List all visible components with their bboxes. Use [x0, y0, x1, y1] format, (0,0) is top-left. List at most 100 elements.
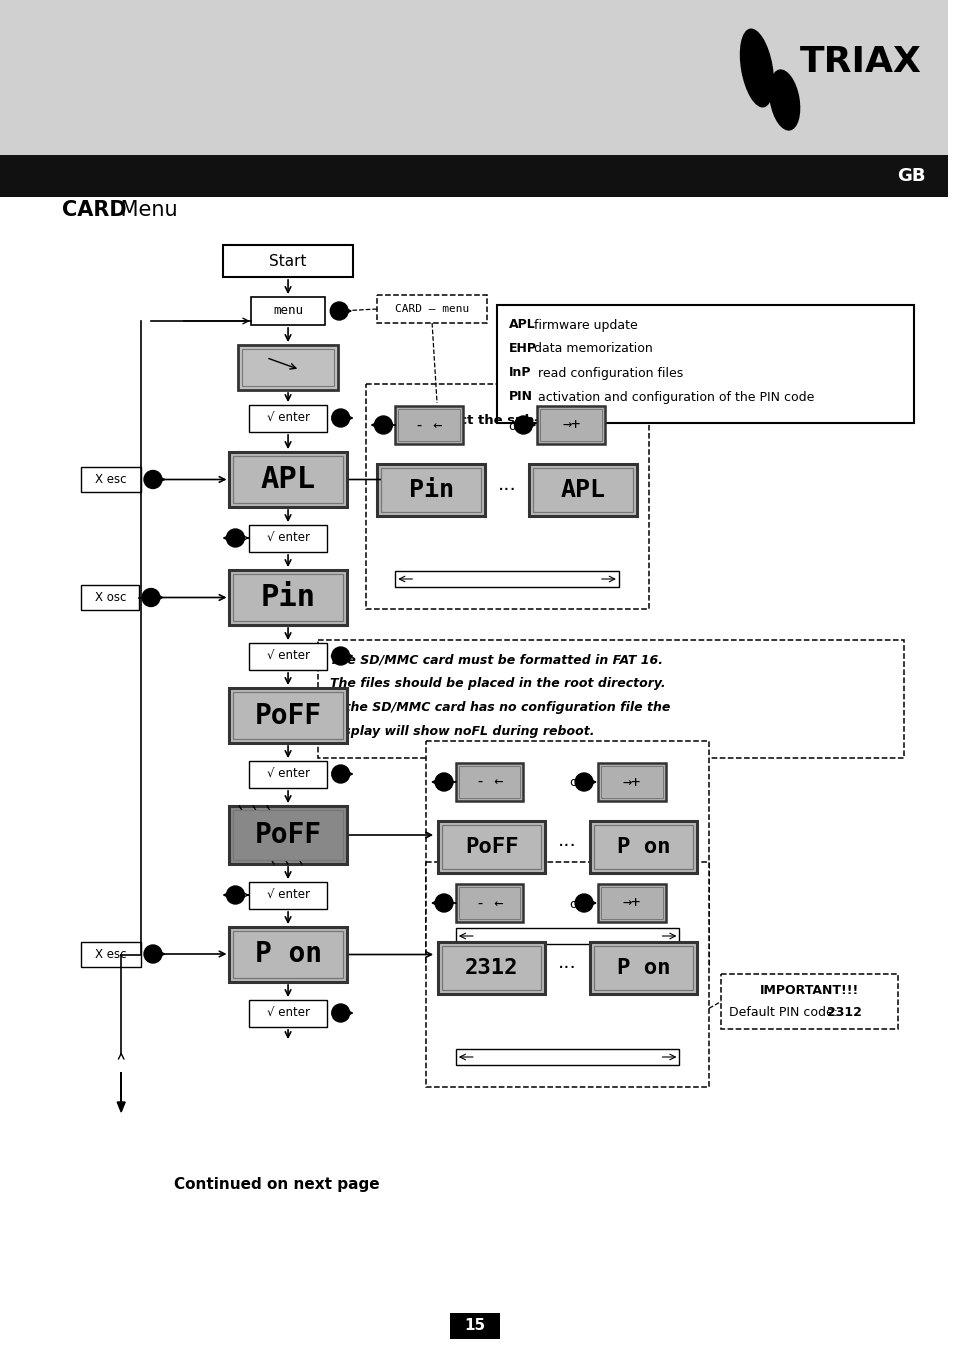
Text: P on: P on — [617, 837, 670, 857]
Text: Pin: Pin — [408, 478, 453, 502]
Bar — [426, 741, 708, 967]
Text: CARD: CARD — [62, 200, 126, 220]
Text: ···: ··· — [558, 958, 577, 977]
Text: If the SD/MMC card has no configuration file the: If the SD/MMC card has no configuration … — [330, 702, 669, 714]
Polygon shape — [152, 949, 165, 958]
Polygon shape — [523, 420, 535, 431]
Ellipse shape — [768, 69, 800, 131]
Text: Continued on next page: Continued on next page — [173, 1177, 379, 1192]
Bar — [456, 927, 679, 944]
Text: →+: →+ — [622, 775, 640, 790]
Bar — [458, 887, 520, 919]
Text: ···: ··· — [497, 481, 516, 500]
Text: Start: Start — [269, 254, 307, 269]
Bar — [441, 825, 540, 869]
Text: √ enter: √ enter — [266, 412, 309, 425]
Bar — [381, 468, 480, 512]
Text: APL: APL — [560, 478, 605, 502]
Text: PoFF: PoFF — [254, 821, 321, 849]
Bar — [249, 882, 327, 909]
Text: The SD/MMC card must be formatted in FAT 16.: The SD/MMC card must be formatted in FAT… — [330, 653, 662, 667]
Bar — [223, 244, 353, 277]
Text: display will show noFL during reboot.: display will show noFL during reboot. — [330, 725, 594, 738]
Bar — [238, 346, 337, 390]
Bar — [249, 405, 327, 432]
Text: Select the sub-menu: Select the sub-menu — [427, 413, 581, 427]
Bar — [456, 763, 523, 801]
Circle shape — [575, 894, 593, 913]
Text: menu: menu — [273, 305, 303, 317]
Bar — [437, 821, 545, 873]
Bar — [233, 810, 342, 860]
Bar — [233, 931, 342, 977]
Bar — [398, 409, 459, 441]
Bar — [377, 296, 486, 323]
Bar — [0, 0, 946, 155]
Bar — [458, 765, 520, 798]
Text: PIN: PIN — [508, 390, 532, 404]
Text: √ enter: √ enter — [266, 649, 309, 663]
Bar — [81, 942, 141, 967]
Bar — [230, 452, 346, 508]
Polygon shape — [340, 769, 353, 779]
Circle shape — [435, 894, 453, 913]
Polygon shape — [583, 898, 596, 909]
Bar — [249, 1000, 327, 1027]
Bar — [456, 1049, 679, 1065]
Text: CARD – menu: CARD – menu — [395, 304, 469, 315]
Text: X esc: X esc — [95, 472, 127, 486]
Text: Pin: Pin — [260, 583, 315, 612]
FancyArrow shape — [117, 1072, 125, 1112]
Bar — [437, 942, 545, 994]
Bar — [395, 406, 462, 444]
Text: read configuration files: read configuration files — [530, 366, 683, 379]
Circle shape — [514, 416, 532, 433]
Text: P on: P on — [617, 958, 670, 977]
Text: →+: →+ — [561, 417, 579, 432]
Text: IMPORTANT!!!: IMPORTANT!!! — [760, 984, 859, 996]
Text: TRIAX: TRIAX — [799, 45, 921, 80]
Text: APL: APL — [260, 464, 315, 494]
Text: PoFF: PoFF — [464, 837, 517, 857]
Text: →+: →+ — [622, 895, 640, 910]
Bar — [230, 806, 346, 864]
Circle shape — [144, 945, 162, 963]
Text: APL: APL — [508, 319, 535, 332]
Circle shape — [226, 529, 244, 547]
Text: X osc: X osc — [94, 591, 126, 603]
Text: The files should be placed in the root directory.: The files should be placed in the root d… — [330, 678, 664, 690]
Text: firmware update: firmware update — [530, 319, 638, 332]
Bar — [441, 946, 540, 990]
Text: or: or — [508, 420, 521, 432]
Text: Default PIN code:: Default PIN code: — [728, 1006, 841, 1018]
Polygon shape — [223, 533, 235, 543]
Bar — [249, 525, 327, 552]
Circle shape — [144, 471, 162, 489]
Polygon shape — [340, 1008, 353, 1018]
Polygon shape — [432, 778, 443, 787]
Circle shape — [435, 774, 453, 791]
Bar — [497, 305, 913, 423]
Polygon shape — [223, 890, 235, 900]
Bar — [0, 155, 946, 197]
Bar — [230, 570, 346, 625]
Bar — [230, 927, 346, 981]
Polygon shape — [583, 778, 596, 787]
Bar — [377, 464, 484, 516]
Text: or: or — [569, 898, 581, 910]
Circle shape — [375, 416, 392, 433]
Bar — [456, 884, 523, 922]
Bar — [230, 688, 346, 742]
Text: ···: ··· — [558, 837, 577, 856]
Text: EHP: EHP — [508, 343, 536, 355]
Text: activation and configuration of the PIN code: activation and configuration of the PIN … — [530, 390, 814, 404]
Bar — [317, 640, 902, 757]
Circle shape — [332, 647, 349, 666]
Text: 15: 15 — [464, 1319, 485, 1334]
Ellipse shape — [739, 28, 773, 108]
Bar — [81, 585, 139, 610]
Polygon shape — [371, 420, 383, 431]
Bar — [529, 464, 636, 516]
Text: or: or — [569, 776, 581, 790]
Bar — [533, 468, 632, 512]
